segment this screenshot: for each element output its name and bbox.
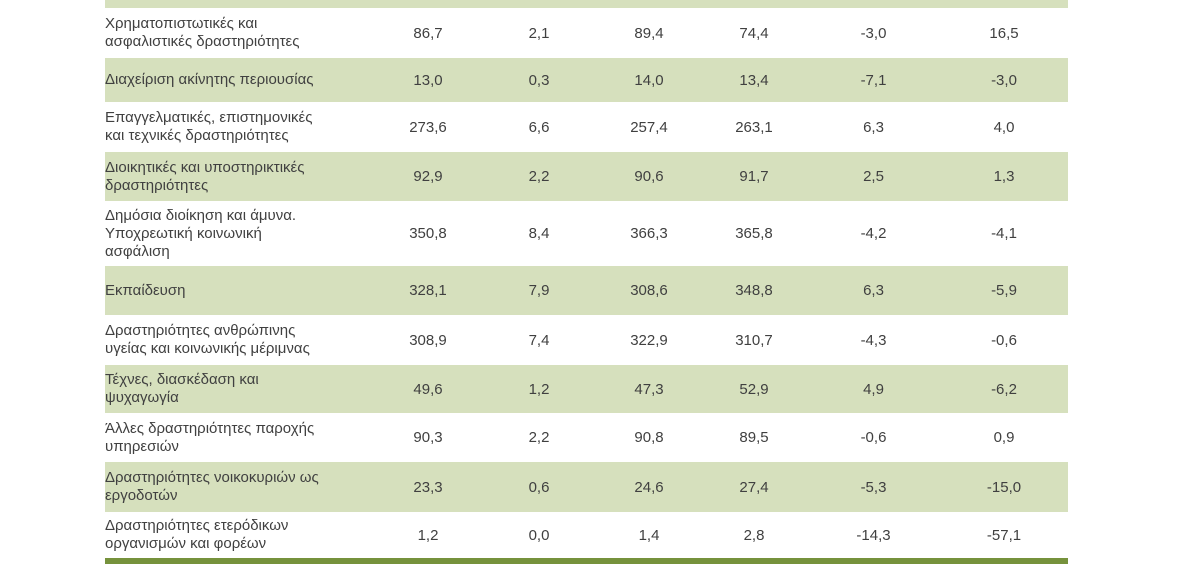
cell-value: 273,6 — [409, 118, 447, 136]
row-label: Διαχείριση ακίνητης περιουσίας — [105, 71, 314, 88]
cell-value: 2,2 — [528, 168, 550, 185]
table-row: Τέχνες, διασκέδαση και ψυχαγωγία 49,6 1,2 4… — [105, 365, 1068, 413]
cell-value: 16,5 — [989, 24, 1019, 42]
cell-value: 2,5 — [863, 168, 884, 185]
cell-value: -5,3 — [860, 478, 887, 496]
cell-value: 348,8 — [735, 282, 773, 299]
cell-value: 7,9 — [528, 282, 550, 299]
cell-value: 27,4 — [739, 478, 769, 496]
row-label: Δημόσια διοίκηση και άμυνα. Υποχρεωτική … — [105, 206, 297, 260]
activities-data-table: Χρηματοπιστωτικές και ασφαλιστικές δραστ… — [105, 8, 1068, 558]
cell-value: -5,9 — [991, 282, 1017, 299]
row-label: Επαγγελματικές, επιστημονικές και τεχνικ… — [105, 109, 313, 144]
row-label: Δραστηριότητες ετερόδικων οργανισμών και… — [105, 517, 289, 552]
table-row: Διοικητικές και υποστηρικτικές δραστηριό… — [105, 152, 1068, 201]
cell-value: 2,1 — [528, 24, 550, 42]
cell-value: 1,4 — [638, 526, 660, 544]
cell-value: 308,6 — [630, 282, 668, 299]
cell-value: -6,2 — [991, 380, 1017, 398]
cell-value: 7,4 — [528, 331, 550, 349]
cell-value: 23,3 — [413, 478, 443, 496]
table-bottom-border — [105, 558, 1068, 564]
row-label: Εκπαίδευση — [105, 281, 186, 299]
cell-value: -4,3 — [860, 331, 887, 349]
cell-value: 90,6 — [634, 168, 664, 185]
cell-value: 4,0 — [993, 118, 1015, 136]
row-label: Τέχνες, διασκέδαση και ψυχαγωγία — [105, 371, 259, 406]
cell-value: 322,9 — [630, 331, 668, 349]
cell-value: 49,6 — [413, 380, 443, 398]
table-row: Διαχείριση ακίνητης περιουσίας 13,0 0,3 14,… — [105, 58, 1068, 102]
cell-value: 257,4 — [630, 118, 668, 136]
cell-value: 90,3 — [413, 429, 443, 446]
cell-value: 8,4 — [528, 225, 550, 242]
cell-value: 6,3 — [863, 118, 884, 136]
cell-value: 13,4 — [739, 71, 769, 89]
statistics-table-fragment: Χρηματοπιστωτικές και ασφαλιστικές δραστ… — [105, 0, 1068, 564]
cell-value: -4,2 — [860, 225, 887, 242]
cell-value: 0,6 — [528, 478, 550, 496]
cell-value: -7,1 — [860, 71, 887, 89]
cell-value: 1,2 — [417, 526, 439, 544]
cell-value: 1,3 — [993, 168, 1015, 185]
cell-value: 366,3 — [630, 225, 668, 242]
cell-value: -4,1 — [991, 225, 1017, 242]
table-row: Χρηματοπιστωτικές και ασφαλιστικές δραστ… — [105, 8, 1068, 58]
cell-value: 350,8 — [409, 225, 447, 242]
row-label: Διοικητικές και υποστηρικτικές δραστηριό… — [105, 158, 305, 194]
table-row: Άλλες δραστηριότητες παροχής υπηρεσιών 90… — [105, 413, 1068, 462]
cell-value: -0,6 — [991, 331, 1017, 349]
cell-value: 14,0 — [634, 71, 664, 89]
table-row: Δραστηριότητες νοικοκυριών ως εργοδοτών 2… — [105, 462, 1068, 512]
cropped-row-strip — [105, 0, 1068, 8]
row-label: Δραστηριότητες ανθρώπινης υγείας και κοι… — [105, 322, 310, 357]
cell-value: -57,1 — [986, 526, 1022, 544]
cell-value: -3,0 — [860, 24, 887, 42]
cell-value: 0,0 — [528, 526, 550, 544]
row-label: Χρηματοπιστωτικές και ασφαλιστικές δραστ… — [105, 15, 300, 50]
cell-value: 52,9 — [739, 380, 769, 398]
table-row: Επαγγελματικές, επιστημονικές και τεχνικ… — [105, 102, 1068, 152]
cell-value: 90,8 — [634, 429, 664, 446]
table-row: Δραστηριότητες ετερόδικων οργανισμών και… — [105, 512, 1068, 558]
cell-value: 89,5 — [739, 429, 769, 446]
cell-value: 91,7 — [739, 168, 769, 185]
cell-value: 310,7 — [735, 331, 773, 349]
cell-value: 328,1 — [409, 282, 447, 299]
cell-value: 365,8 — [735, 225, 773, 242]
cell-value: 24,6 — [634, 478, 664, 496]
cell-value: 89,4 — [634, 24, 664, 42]
cell-value: 308,9 — [409, 331, 447, 349]
cell-value: 74,4 — [739, 24, 769, 42]
cell-value: 1,2 — [528, 380, 550, 398]
table-row: Δημόσια διοίκηση και άμυνα. Υποχρεωτική … — [105, 201, 1068, 266]
cell-value: 4,9 — [863, 380, 884, 398]
cell-value: 92,9 — [413, 168, 443, 185]
cell-value: 2,2 — [528, 429, 550, 446]
table-row: Εκπαίδευση 328,1 7,9 308,6 348,8 6,3 -5,9 — [105, 266, 1068, 315]
cell-value: 6,3 — [863, 282, 884, 299]
cell-value: 13,0 — [413, 71, 443, 89]
cell-value: 47,3 — [634, 380, 664, 398]
table-row: Δραστηριότητες ανθρώπινης υγείας και κοι… — [105, 315, 1068, 365]
cell-value: 0,9 — [993, 429, 1015, 446]
cell-value: -15,0 — [986, 478, 1022, 496]
row-label: Δραστηριότητες νοικοκυριών ως εργοδοτών — [105, 469, 319, 504]
cell-value: 0,3 — [528, 71, 550, 89]
cell-value: 2,8 — [743, 526, 765, 544]
cell-value: -0,6 — [860, 429, 887, 446]
cell-value: -14,3 — [856, 526, 891, 544]
cell-value: 86,7 — [413, 24, 443, 42]
cell-value: -3,0 — [991, 71, 1017, 89]
cell-value: 6,6 — [528, 118, 550, 136]
row-label: Άλλες δραστηριότητες παροχής υπηρεσιών — [105, 419, 315, 455]
cell-value: 263,1 — [735, 118, 773, 136]
